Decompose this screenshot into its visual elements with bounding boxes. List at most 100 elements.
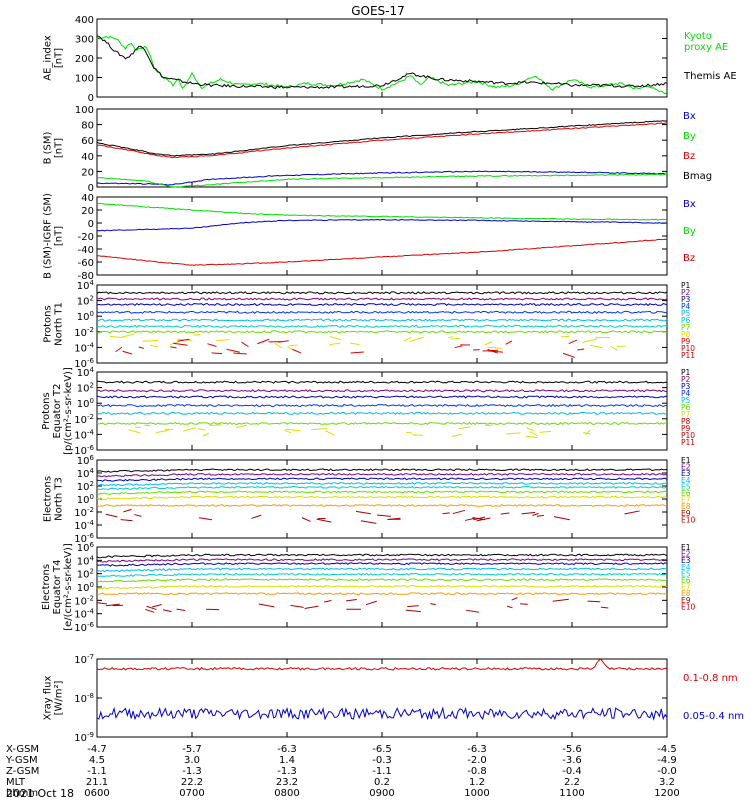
- series-segment: [274, 343, 283, 349]
- y-axis-label: [W/m²]: [54, 680, 65, 715]
- x-tick-label: 3.0: [184, 755, 200, 766]
- y-tick-label: 10-4: [74, 519, 94, 532]
- panel-frame: [96, 284, 668, 364]
- y-axis-label: B (SM)-IGRF (SM): [43, 193, 54, 279]
- series-segment: [329, 342, 341, 346]
- x-tick-label: -6.3: [277, 744, 297, 755]
- series-segment: [536, 514, 544, 517]
- series-segment: [226, 348, 240, 353]
- series-line-p4: [96, 310, 668, 314]
- legend-entry: E7: [681, 496, 691, 505]
- series-segment: [156, 429, 169, 434]
- series-line-e2: [96, 472, 668, 478]
- series-segment: [284, 429, 292, 434]
- legend-entry: P7: [681, 323, 691, 332]
- legend-entry: P1: [681, 281, 691, 290]
- series-segment: [173, 342, 188, 346]
- series-segments-e9: [96, 597, 609, 613]
- series-segment: [406, 431, 413, 434]
- series-line-e5: [96, 572, 668, 578]
- y-axis-label: [nT]: [54, 138, 65, 158]
- x-tick-label: -4.7: [87, 744, 107, 755]
- series-segment: [233, 352, 247, 355]
- y-axis-label: B (SM): [43, 131, 54, 164]
- legend-entry: P10: [681, 344, 695, 353]
- y-tick-label: 200: [75, 54, 94, 65]
- series-segment: [138, 346, 145, 349]
- series-segment: [120, 519, 133, 522]
- series-segment: [251, 514, 262, 519]
- legend-entry: Bx: [683, 199, 696, 210]
- series-segment: [202, 432, 210, 437]
- series-segment: [301, 517, 311, 522]
- series-segment: [577, 348, 585, 351]
- x-tick-label: 1100: [559, 788, 584, 799]
- legend-entry: P5: [681, 309, 691, 318]
- series-segment: [624, 510, 640, 515]
- series-segment: [241, 341, 249, 348]
- series-segment: [285, 428, 301, 432]
- legend-entry: E2: [681, 463, 691, 472]
- series-segment: [488, 350, 503, 353]
- y-axis-label: AE_index: [43, 35, 54, 81]
- series-line-e6: [96, 490, 668, 495]
- series-segment: [472, 516, 485, 521]
- plot-title: GOES-17: [351, 4, 405, 18]
- y-axis-label: [p/(cm²-s-sr-keV)]: [63, 367, 74, 455]
- series-line-p2: [96, 389, 668, 393]
- x-tick-label: 1.4: [279, 755, 295, 766]
- series-segment: [582, 338, 598, 343]
- y-tick-label: 400: [75, 15, 94, 26]
- y-tick-label: 10-2: [74, 326, 94, 339]
- series-segment: [568, 339, 578, 345]
- series-segment: [553, 516, 570, 521]
- legend-entry: P10: [681, 431, 695, 440]
- panel-frame: [96, 459, 668, 539]
- series-segment: [235, 424, 247, 429]
- legend-entry: P5: [681, 396, 691, 405]
- series-segment: [325, 430, 335, 436]
- series-segment: [500, 512, 510, 515]
- series-line-bx: [96, 218, 668, 232]
- x-tick-label: 1000: [464, 788, 489, 799]
- series-line-e7: [96, 495, 668, 501]
- legend-entry: P6: [681, 403, 691, 412]
- series-segment: [525, 435, 538, 439]
- series-line-p1: [96, 291, 668, 295]
- series-segment: [583, 432, 591, 435]
- series-segment: [355, 510, 371, 515]
- x-tick-label: -0.4: [562, 766, 582, 777]
- series-segment: [511, 597, 518, 601]
- legend-entry: E2: [681, 550, 691, 559]
- x-tick-label: 22.2: [181, 777, 203, 788]
- series-segment: [376, 514, 391, 517]
- legend-entry: E8: [681, 589, 691, 598]
- x-tick-label: 4.5: [89, 755, 105, 766]
- series-line-by: [96, 202, 668, 221]
- series-segment: [458, 426, 471, 429]
- x-tick-label: -5.7: [182, 744, 202, 755]
- series-segment: [610, 345, 618, 351]
- legend-entry: Bz: [683, 253, 695, 264]
- y-axis-label: Equator T4: [52, 560, 63, 615]
- date-label: 2021 Oct 18: [6, 787, 74, 800]
- series-line-e6: [96, 578, 668, 583]
- series-segment: [122, 350, 133, 355]
- y-tick-label: 10-2: [74, 413, 94, 426]
- series-line-p4: [96, 403, 668, 408]
- x-tick-label: -0.8: [467, 766, 487, 777]
- series-line-e1: [96, 468, 668, 473]
- series-segment: [482, 349, 499, 352]
- legend-entry: E1: [681, 543, 691, 552]
- y-tick-label: 106: [77, 454, 95, 467]
- x-tick-label: -4.5: [657, 744, 677, 755]
- series-line-e8: [96, 504, 668, 507]
- y-tick-label: 102: [77, 568, 94, 581]
- legend-entry: P3: [681, 382, 691, 391]
- legend-entry: E5: [681, 569, 691, 578]
- series-segment: [529, 431, 539, 437]
- series-segment: [450, 337, 461, 340]
- y-tick-label: 10-4: [74, 608, 94, 621]
